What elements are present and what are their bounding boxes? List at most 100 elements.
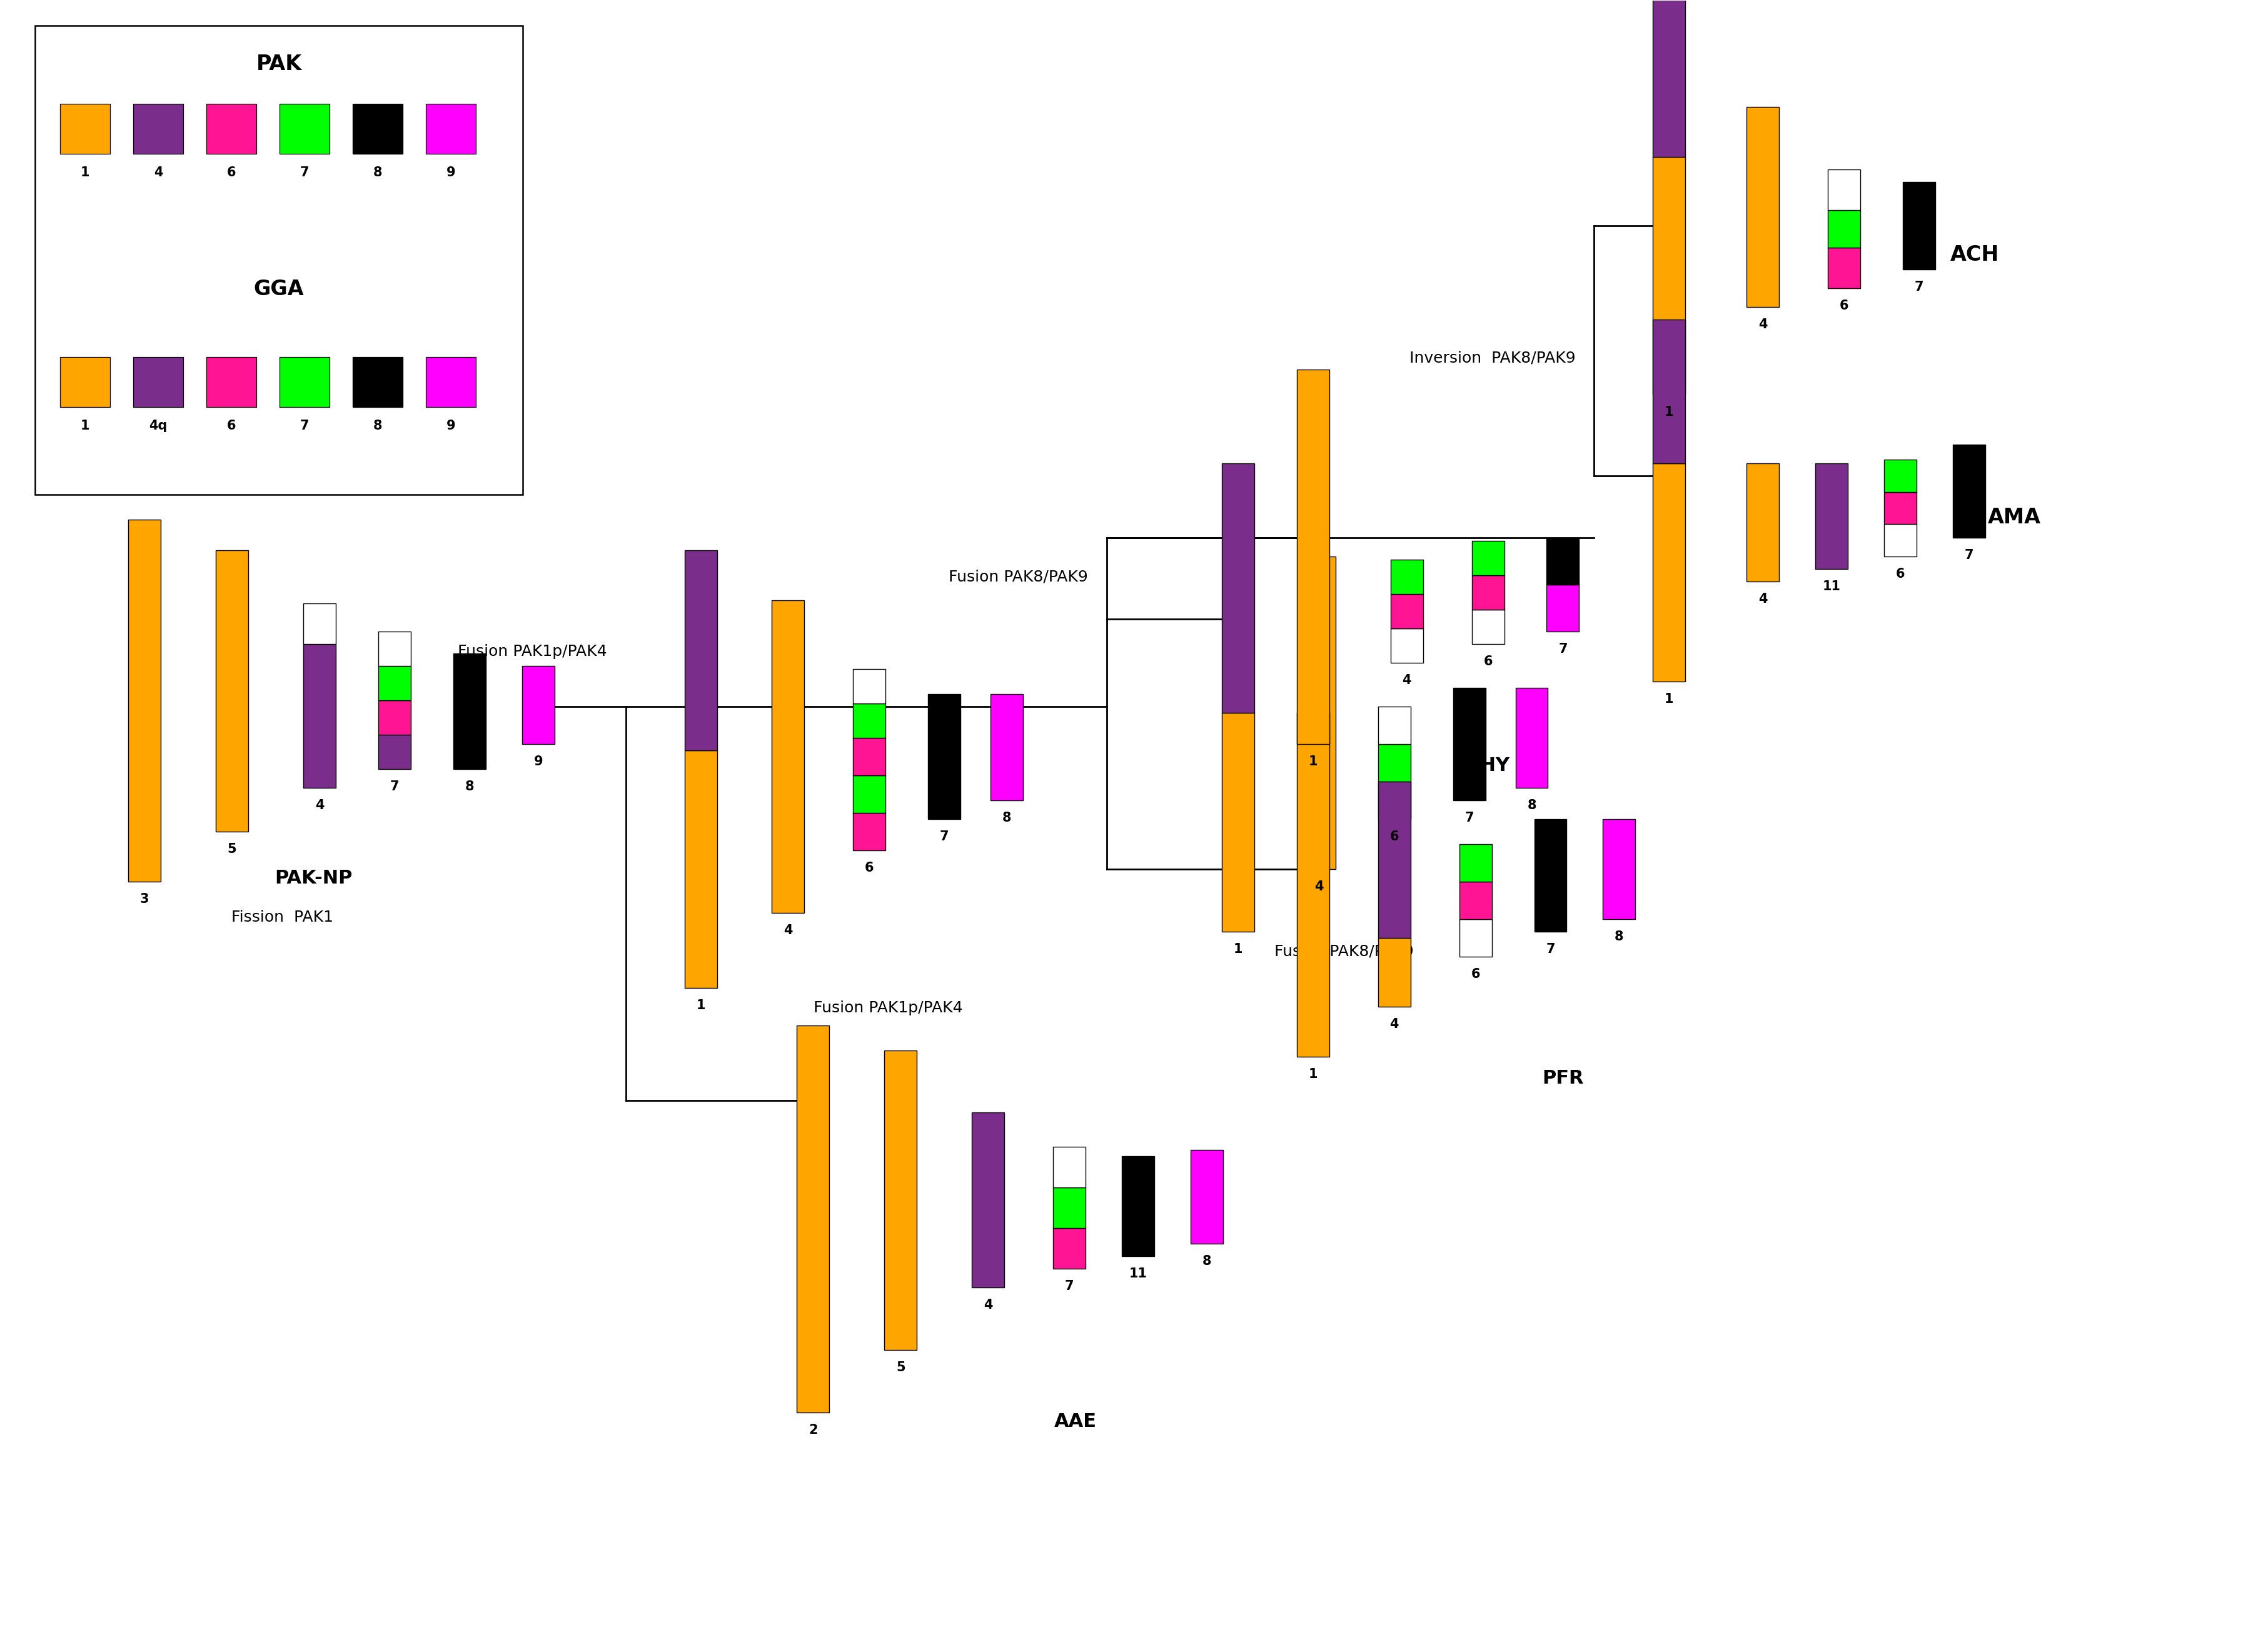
Bar — [853, 703, 885, 738]
Text: AMA: AMA — [1987, 508, 2041, 527]
Text: 8: 8 — [465, 780, 474, 793]
Bar — [426, 104, 476, 153]
Bar — [1547, 539, 1579, 584]
Text: 4: 4 — [1402, 674, 1411, 687]
Text: 6: 6 — [1483, 656, 1492, 667]
Text: 4: 4 — [315, 800, 324, 811]
Bar — [928, 694, 962, 819]
Bar — [1515, 689, 1549, 788]
Text: 8: 8 — [1002, 811, 1012, 824]
Bar — [1304, 557, 1336, 870]
Bar — [1746, 108, 1778, 307]
Text: GGA: GGA — [254, 279, 304, 299]
Bar — [304, 645, 336, 788]
Text: 7: 7 — [1914, 281, 1923, 294]
Bar — [1953, 444, 1984, 539]
Bar — [61, 104, 111, 153]
Text: Fission  PAK1: Fission PAK1 — [231, 909, 333, 925]
Text: 5: 5 — [227, 842, 236, 855]
Bar — [1472, 542, 1504, 576]
Text: AAE: AAE — [1055, 1413, 1098, 1431]
Bar — [1052, 1147, 1086, 1188]
Bar — [454, 653, 485, 769]
Bar — [1828, 170, 1860, 211]
Text: 7: 7 — [1547, 943, 1556, 955]
Text: 4: 4 — [154, 166, 163, 180]
Text: 6: 6 — [1390, 831, 1399, 842]
Text: 1: 1 — [1665, 694, 1674, 705]
Bar — [1653, 157, 1685, 395]
Bar — [379, 700, 411, 734]
Bar — [853, 738, 885, 775]
Text: 8: 8 — [374, 419, 383, 432]
Bar — [1746, 463, 1778, 581]
Text: 6: 6 — [864, 862, 873, 875]
Text: 7: 7 — [299, 419, 308, 432]
Text: 8: 8 — [1526, 800, 1535, 811]
Bar — [1653, 0, 1685, 157]
Text: 4: 4 — [984, 1299, 993, 1312]
Text: 4: 4 — [1758, 592, 1767, 605]
Text: 7: 7 — [1558, 643, 1567, 656]
Bar — [304, 604, 336, 645]
Text: 7: 7 — [1064, 1279, 1073, 1293]
Bar — [352, 104, 404, 153]
Bar — [1885, 459, 1916, 491]
Bar — [134, 357, 184, 406]
Bar — [796, 1025, 830, 1413]
Text: 6: 6 — [1839, 299, 1848, 312]
Text: 4: 4 — [1390, 1018, 1399, 1030]
Bar — [1885, 524, 1916, 557]
Text: 6: 6 — [227, 166, 236, 180]
Bar — [1222, 463, 1254, 713]
Bar — [1653, 463, 1685, 682]
Bar — [1379, 707, 1411, 744]
Bar — [1454, 689, 1486, 800]
Bar — [1603, 819, 1635, 919]
Text: 1: 1 — [696, 999, 705, 1012]
Bar — [885, 1051, 916, 1350]
Bar — [1390, 594, 1422, 628]
Text: PFR: PFR — [1542, 1069, 1583, 1087]
Bar — [1297, 369, 1329, 744]
Bar — [1379, 782, 1411, 938]
Bar — [771, 601, 805, 912]
Bar — [61, 357, 111, 406]
Bar — [1222, 713, 1254, 932]
Text: 7: 7 — [1465, 811, 1474, 824]
Bar — [1828, 211, 1860, 248]
Text: Fusion PAK1p/PAK4: Fusion PAK1p/PAK4 — [814, 1000, 962, 1015]
Text: 4q: 4q — [150, 419, 168, 432]
Bar — [1547, 584, 1579, 632]
Bar — [379, 666, 411, 700]
Bar — [1458, 844, 1492, 881]
Bar — [991, 694, 1023, 800]
Text: 11: 11 — [1129, 1268, 1148, 1279]
Text: 6: 6 — [227, 419, 236, 432]
Bar — [1052, 1188, 1086, 1229]
Text: 7: 7 — [390, 780, 399, 793]
Bar — [853, 669, 885, 703]
Text: 9: 9 — [447, 166, 456, 180]
Text: 1: 1 — [1665, 406, 1674, 418]
Bar — [206, 357, 256, 406]
Bar — [1472, 576, 1504, 610]
Bar — [1379, 782, 1411, 819]
Text: PAK-NP: PAK-NP — [274, 870, 352, 888]
Text: 4: 4 — [1758, 318, 1767, 331]
Bar — [426, 357, 476, 406]
Text: AHY: AHY — [1465, 757, 1510, 775]
Bar — [1472, 610, 1504, 645]
Text: 7: 7 — [1964, 550, 1973, 561]
Text: 8: 8 — [1202, 1255, 1211, 1268]
Bar — [134, 104, 184, 153]
Bar — [1297, 713, 1329, 1056]
Text: 5: 5 — [896, 1361, 905, 1374]
Bar — [522, 666, 553, 744]
Bar — [685, 550, 717, 751]
Bar — [1191, 1151, 1222, 1244]
Text: 4: 4 — [1315, 880, 1325, 893]
Text: 6: 6 — [1472, 968, 1481, 981]
Bar — [973, 1113, 1005, 1288]
Bar — [1885, 491, 1916, 524]
